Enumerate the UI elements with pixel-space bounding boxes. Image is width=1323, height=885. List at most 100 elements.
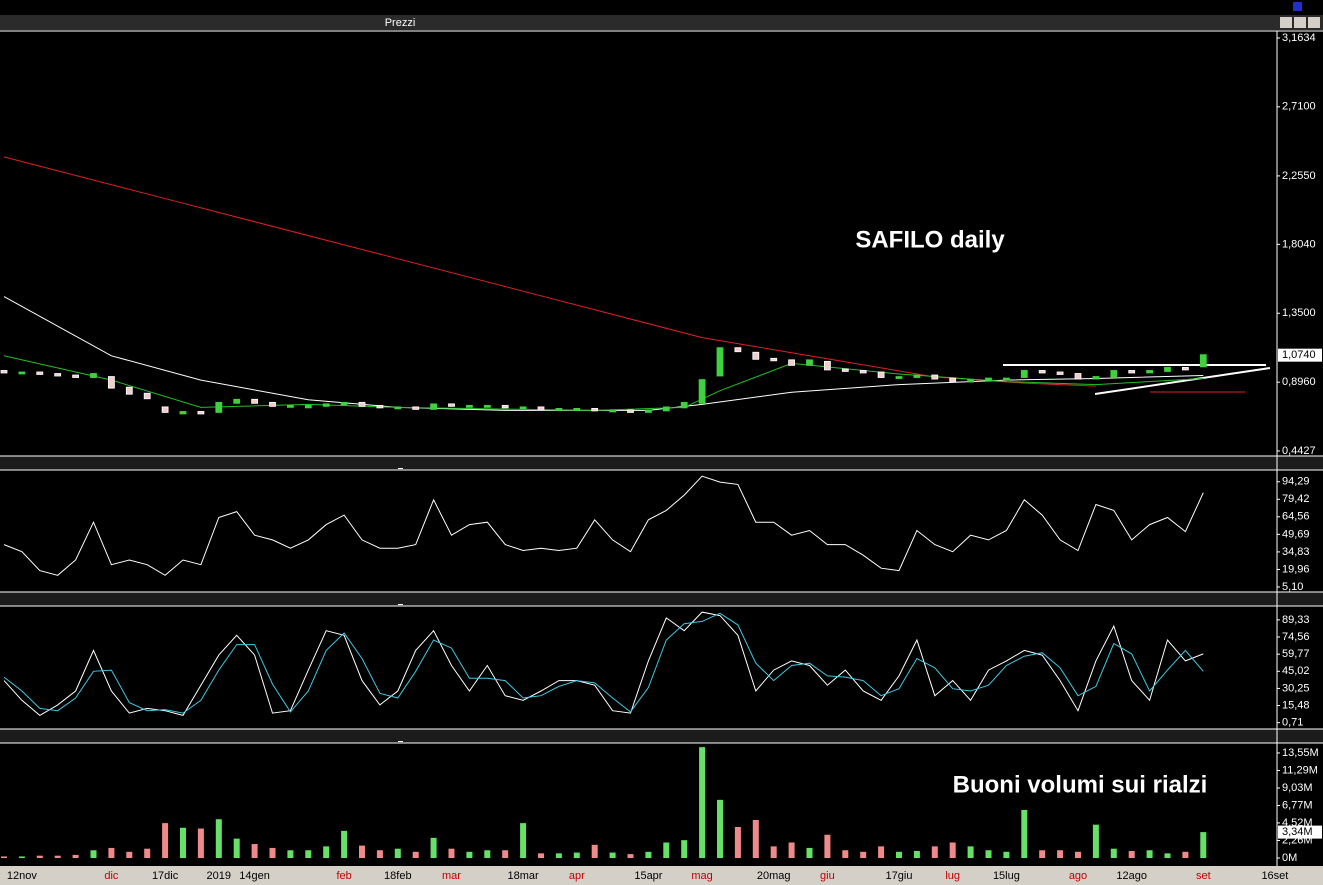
candle [806, 359, 813, 366]
y-tick-label: 59,77 [1282, 648, 1310, 660]
handle [398, 604, 403, 605]
panel-separator[interactable] [0, 456, 1323, 470]
volume-bar [108, 847, 115, 858]
candle [967, 379, 974, 383]
candle [1182, 367, 1189, 371]
candle [161, 406, 169, 413]
candle [340, 401, 348, 406]
x-tick-label: feb [336, 870, 351, 882]
volume-bar [842, 850, 849, 858]
volume-bar [824, 834, 831, 858]
volume-bar [896, 851, 902, 858]
x-tick-label: 17dic [152, 870, 179, 882]
y-tick-label: 0M [1282, 852, 1297, 864]
y-tick-label: 0,8960 [1282, 376, 1316, 388]
volume-bar [1021, 809, 1028, 858]
volume-bar [860, 851, 867, 858]
candle [322, 403, 330, 407]
volume-bar [233, 838, 240, 858]
candle [286, 404, 294, 408]
volume-bar [341, 830, 348, 858]
candle [108, 376, 115, 389]
candle [72, 374, 79, 378]
x-axis-bar [0, 866, 1323, 885]
candle [448, 403, 455, 407]
volume-bar [645, 851, 652, 858]
volume-bar [788, 842, 795, 858]
volume-bar [734, 826, 741, 858]
candle [54, 373, 62, 377]
button[interactable] [1294, 17, 1306, 28]
last-value-label: 3,34M [1282, 826, 1313, 838]
volume-bar [180, 827, 186, 858]
volume-bar [394, 848, 401, 858]
candle [859, 370, 867, 374]
title-bar [0, 15, 1323, 30]
volume-bar [806, 847, 813, 858]
volume-bar [1075, 851, 1081, 858]
volume-bar [627, 854, 634, 858]
volume-bar [162, 823, 169, 858]
x-tick-label: dic [104, 870, 119, 882]
candle [877, 371, 885, 378]
y-tick-label: 6,77M [1282, 799, 1313, 811]
volume-bar [323, 846, 330, 858]
button[interactable] [1280, 17, 1292, 28]
volume-bar [1182, 851, 1189, 858]
candle [1020, 370, 1028, 378]
y-tick-label: 49,69 [1282, 528, 1310, 540]
annotation: Buoni volumi sui rialzi [953, 771, 1208, 798]
volume-bar [197, 828, 204, 858]
candle [931, 374, 939, 380]
y-tick-label: 13,55M [1282, 747, 1319, 759]
volume-bar [1, 856, 7, 858]
candle [1199, 354, 1207, 368]
y-tick-label: 9,03M [1282, 782, 1313, 794]
y-tick-label: 0,4427 [1282, 445, 1316, 457]
x-tick-label: mar [442, 870, 461, 882]
candle [179, 411, 187, 415]
volume-bar [269, 847, 276, 858]
y-tick-label: 5,10 [1282, 581, 1303, 593]
volume-bar [717, 799, 723, 858]
volume-bar [681, 840, 688, 858]
volume-bar [1092, 824, 1099, 858]
x-tick-label: 15lug [993, 870, 1020, 882]
candle [430, 403, 438, 410]
candle [394, 406, 402, 410]
candle [376, 404, 384, 409]
volume-bar [72, 854, 79, 858]
candle [913, 374, 921, 378]
candle [770, 357, 778, 362]
volume-bar [913, 851, 920, 858]
x-tick-label: 12ago [1116, 870, 1147, 882]
y-tick-label: 45,02 [1282, 665, 1310, 677]
panel-separator[interactable] [0, 592, 1323, 606]
x-tick-label: mag [691, 870, 712, 882]
volume-bar [466, 851, 473, 858]
volume-bar [90, 850, 97, 858]
volume-bar [949, 842, 956, 858]
candle [1038, 370, 1046, 374]
candle [609, 409, 616, 413]
last-value-box [1278, 348, 1322, 362]
y-tick-label: 64,56 [1282, 511, 1310, 523]
volume-bar [484, 850, 491, 858]
candle [734, 347, 742, 353]
indicator-line [3, 475, 1204, 576]
button[interactable] [1308, 17, 1320, 28]
last-value-label: 1,0740 [1282, 349, 1316, 361]
y-tick-label: 79,42 [1282, 493, 1310, 505]
volume-bar [448, 848, 455, 858]
volume-bar [1128, 851, 1135, 858]
candle [1146, 370, 1153, 374]
candle [591, 408, 599, 412]
candle [698, 379, 706, 404]
candle [1056, 371, 1064, 375]
volume-bar [305, 850, 312, 858]
panel-separator[interactable] [0, 729, 1323, 743]
candle [215, 401, 223, 413]
candle [0, 370, 8, 374]
candle [895, 376, 903, 379]
volume-bar [520, 823, 527, 858]
